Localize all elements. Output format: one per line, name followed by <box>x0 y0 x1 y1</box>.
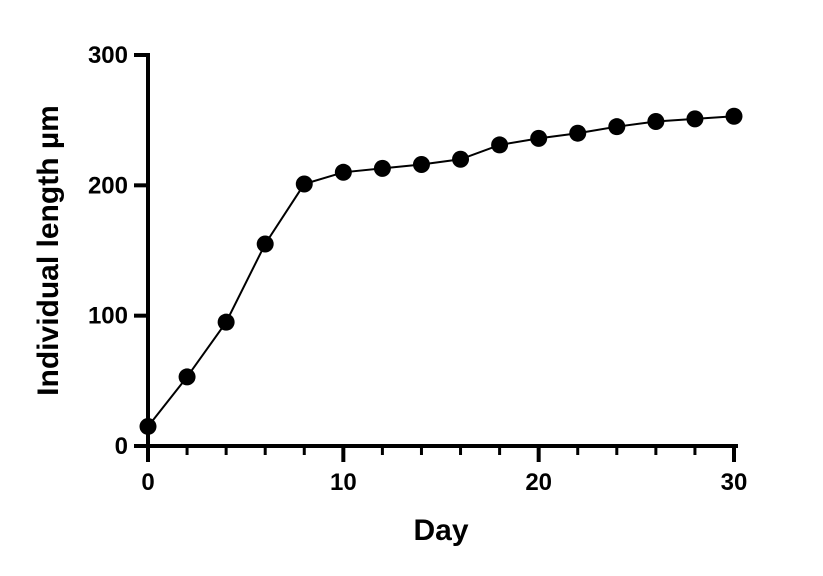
x-tick-label: 30 <box>721 469 748 496</box>
y-tick-label: 100 <box>88 303 128 330</box>
data-point <box>530 129 548 147</box>
data-point <box>452 150 470 168</box>
data-point <box>217 313 235 331</box>
x-tick-label: 0 <box>141 469 154 496</box>
y-tick-label: 200 <box>88 172 128 199</box>
data-point <box>256 235 274 253</box>
y-tick-label: 0 <box>115 433 128 460</box>
data-point <box>647 112 665 130</box>
data-point <box>686 110 704 128</box>
data-point <box>412 155 430 173</box>
y-tick-label: 300 <box>88 42 128 69</box>
data-point <box>569 124 587 142</box>
x-tick-label: 10 <box>330 469 357 496</box>
data-point <box>491 136 509 154</box>
x-tick-label: 20 <box>525 469 552 496</box>
data-point <box>178 368 196 386</box>
data-point <box>373 159 391 177</box>
data-point <box>334 163 352 181</box>
series-line <box>147 115 735 428</box>
data-point <box>608 118 626 136</box>
data-series <box>139 107 743 435</box>
axes: 0 100 200 300 0 10 20 30 <box>88 42 747 496</box>
data-point <box>725 107 743 125</box>
x-axis-title: Day <box>413 514 468 547</box>
data-point <box>295 175 313 193</box>
y-axis-title: Individual length µm <box>32 105 65 396</box>
data-point <box>139 417 157 435</box>
